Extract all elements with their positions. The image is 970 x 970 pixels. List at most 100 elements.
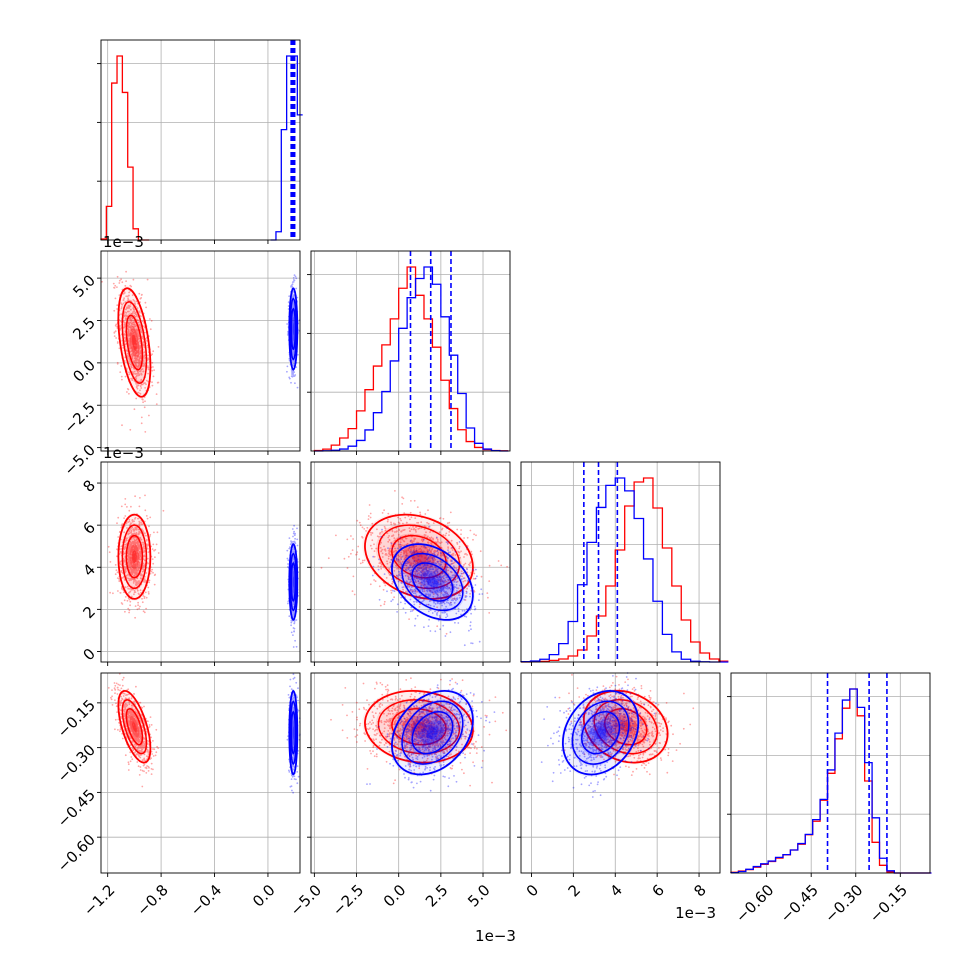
scatter-point — [133, 349, 136, 351]
scatter-point — [466, 568, 468, 571]
scatter-point — [470, 642, 472, 644]
scatter-point — [133, 329, 136, 332]
scatter-point — [124, 596, 127, 598]
scatter-point — [115, 569, 118, 572]
scatter-point — [139, 362, 142, 365]
scatter-point — [409, 540, 412, 542]
scatter-point — [350, 552, 352, 555]
scatter-point — [402, 497, 405, 500]
scatter-point — [383, 603, 386, 606]
scatter-point — [143, 597, 146, 599]
scatter-point — [118, 580, 121, 583]
scatter-point — [136, 331, 138, 333]
scatter-point — [422, 538, 425, 541]
scatter-point — [140, 368, 143, 371]
scatter-point — [127, 607, 130, 610]
scatter-point — [290, 621, 293, 624]
scatter-point — [286, 323, 288, 325]
scatter-point — [144, 431, 147, 433]
scatter-point — [133, 325, 135, 328]
scatter-point — [127, 307, 129, 309]
scatter-point — [135, 397, 138, 400]
scatter-point — [423, 626, 425, 629]
scatter-point — [144, 400, 146, 403]
scatter-point — [140, 416, 143, 419]
scatter-point — [470, 628, 472, 631]
scatter-point — [121, 281, 124, 284]
scatter-point — [136, 346, 139, 348]
scatter-point — [151, 548, 154, 550]
scatter-point — [139, 370, 142, 373]
scatter-point — [144, 509, 147, 512]
scatter-point — [295, 287, 298, 290]
scatter-point — [396, 611, 398, 613]
scatter-point — [116, 342, 119, 344]
scatter-point — [131, 342, 134, 345]
scatter-point — [137, 374, 140, 377]
scatter-point — [124, 340, 127, 343]
scatter-point — [132, 339, 135, 342]
scatter-point — [118, 282, 121, 284]
scatter-point — [134, 302, 136, 305]
scatter-point — [138, 292, 141, 295]
scatter-point — [436, 625, 439, 628]
scatter-point — [287, 559, 290, 562]
scatter-point — [295, 277, 298, 280]
scatter-point — [162, 509, 165, 512]
scatter-point — [286, 549, 289, 552]
scatter-point — [134, 339, 137, 342]
scatter-point — [488, 580, 491, 582]
scatter-point — [394, 490, 396, 492]
scatter-point — [296, 527, 298, 530]
scatter-point — [138, 323, 141, 326]
scatter-point — [135, 365, 138, 368]
scatter-point — [147, 372, 150, 375]
scatter-point — [136, 385, 139, 387]
scatter-point — [138, 311, 141, 314]
scatter-point — [120, 365, 123, 367]
scatter-point — [139, 351, 142, 354]
scatter-point — [358, 521, 361, 524]
scatter-point — [449, 511, 452, 514]
scatter-point — [396, 603, 399, 606]
scatter-point — [107, 545, 110, 548]
scatter-point — [147, 358, 150, 361]
scatter-point — [137, 321, 140, 324]
scatter-point — [428, 525, 431, 528]
scatter-point — [355, 553, 358, 556]
scatter-point — [126, 599, 129, 602]
scatter-point — [151, 353, 154, 356]
scatter-point — [121, 378, 123, 381]
scatter-point — [350, 535, 352, 537]
scatter-point — [124, 515, 127, 517]
scatter-point — [134, 337, 137, 340]
scatter-point — [286, 370, 288, 373]
scatter-point — [126, 388, 129, 390]
scatter-point — [447, 540, 450, 543]
scatter-point — [135, 361, 138, 364]
scatter-point — [116, 304, 119, 307]
scatter-point — [124, 339, 127, 342]
scatter-point — [124, 336, 126, 339]
scatter-point — [132, 299, 135, 301]
scatter-point — [445, 632, 448, 635]
scatter-point — [116, 571, 119, 574]
scatter-point — [487, 596, 489, 599]
scatter-point — [148, 581, 151, 584]
scatter-point — [144, 591, 147, 594]
scatter-point — [294, 374, 297, 376]
scatter-point — [377, 568, 380, 571]
scatter-point — [447, 549, 449, 551]
scatter-point — [472, 568, 474, 571]
scatter-point — [478, 593, 481, 596]
scatter-point — [139, 605, 141, 608]
scatter-point — [135, 383, 138, 385]
scatter-point — [293, 627, 296, 630]
scatter-point — [132, 347, 134, 349]
scatter-point — [138, 347, 141, 350]
scatter-point — [128, 343, 131, 346]
scatter-point — [391, 547, 394, 550]
scatter-point — [127, 334, 130, 337]
scatter-point — [134, 331, 137, 333]
